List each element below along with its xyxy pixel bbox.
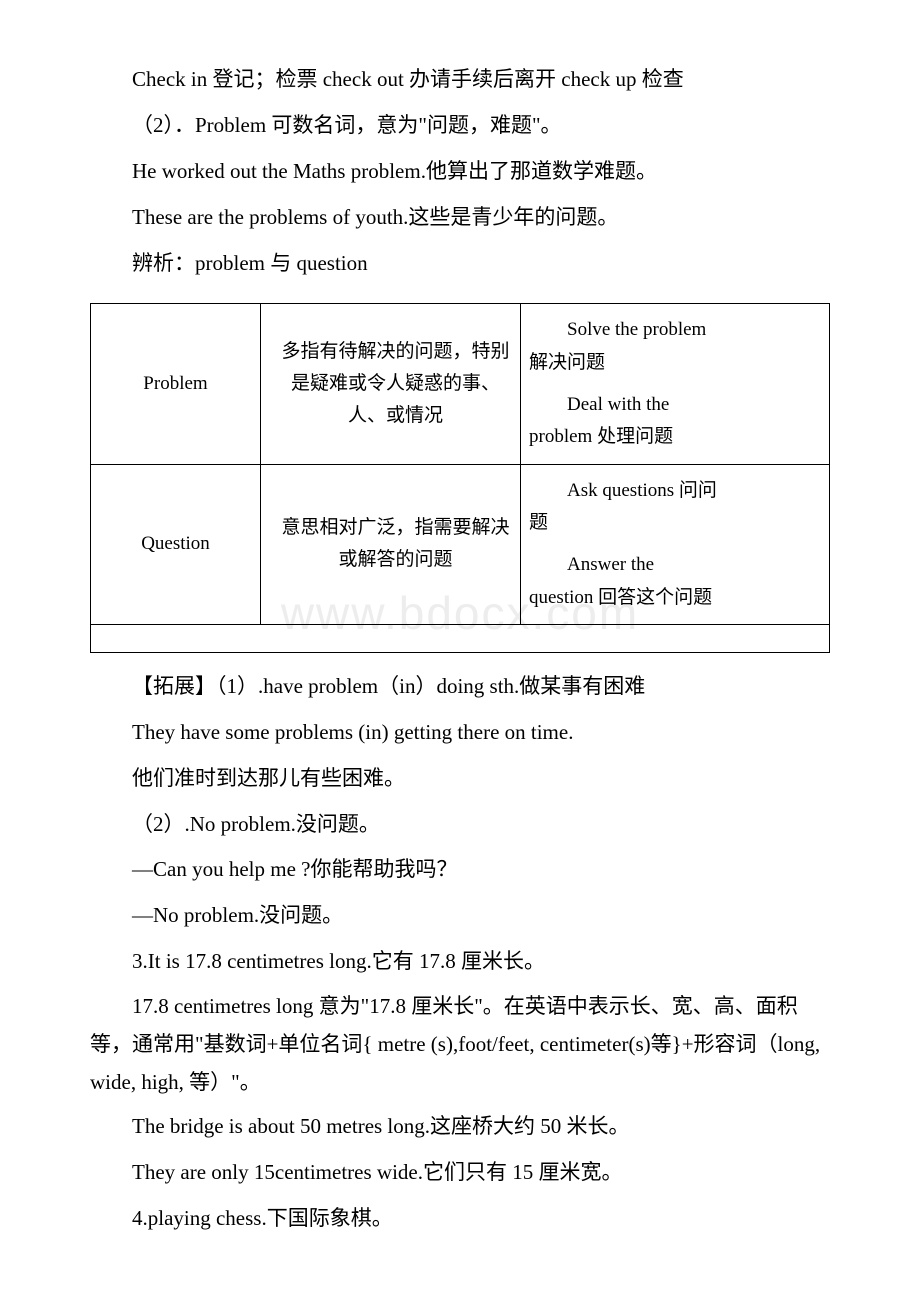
- paragraph: They are only 15centimetres wide.它们只有 15…: [90, 1153, 830, 1193]
- comparison-table: Problem 多指有待解决的问题，特别是疑难或令人疑惑的事、人、或情况 Sol…: [90, 303, 830, 652]
- paragraph: He worked out the Maths problem.他算出了那道数学…: [90, 152, 830, 192]
- document-content: Check in 登记；检票 check out 办请手续后离开 check u…: [90, 60, 830, 1239]
- table-cell-empty: [91, 624, 830, 652]
- paragraph-multiline: 17.8 centimetres long 意为"17.8 厘米长"。在英语中表…: [90, 988, 830, 1101]
- cell-line: Deal with the: [529, 389, 821, 421]
- table-row: [91, 624, 830, 652]
- paragraph: （2）.No problem.没问题。: [90, 805, 830, 845]
- paragraph: （2）．Problem 可数名词，意为"问题，难题"。: [90, 106, 830, 146]
- paragraph: 【拓展】（1）.have problem（in）doing sth.做某事有困难: [90, 667, 830, 707]
- table-cell: 多指有待解决的问题，特别是疑难或令人疑惑的事、人、或情况: [261, 304, 521, 464]
- paragraph: These are the problems of youth.这些是青少年的问…: [90, 198, 830, 238]
- cell-line: question 回答这个问题: [529, 582, 821, 614]
- paragraph: 他们准时到达那儿有些困难。: [90, 759, 830, 799]
- paragraph: —Can you help me ?你能帮助我吗？: [90, 850, 830, 890]
- cell-line: 题: [529, 507, 821, 539]
- paragraph: They have some problems (in) getting the…: [90, 713, 830, 753]
- table-cell: Ask questions 问问 题 Answer the question 回…: [521, 464, 830, 624]
- paragraph-text: 17.8 centimetres long 意为"17.8 厘米长"。在英语中表…: [90, 988, 830, 1101]
- cell-line: Answer the: [529, 549, 821, 581]
- cell-line: 解决问题: [529, 347, 821, 379]
- table-cell: Solve the problem 解决问题 Deal with the pro…: [521, 304, 830, 464]
- cell-line: Ask questions 问问: [529, 475, 821, 507]
- table-cell: Question: [91, 464, 261, 624]
- cell-line: problem 处理问题: [529, 421, 821, 453]
- paragraph: The bridge is about 50 metres long.这座桥大约…: [90, 1107, 830, 1147]
- table-row: Question 意思相对广泛，指需要解决或解答的问题 Ask question…: [91, 464, 830, 624]
- paragraph: Check in 登记；检票 check out 办请手续后离开 check u…: [90, 60, 830, 100]
- paragraph: —No problem.没问题。: [90, 896, 830, 936]
- paragraph: 3.It is 17.8 centimetres long.它有 17.8 厘米…: [90, 942, 830, 982]
- table-cell: Problem: [91, 304, 261, 464]
- cell-line: Solve the problem: [529, 314, 821, 346]
- paragraph: 4.playing chess.下国际象棋。: [90, 1199, 830, 1239]
- paragraph: 辨析：problem 与 question: [90, 244, 830, 284]
- table-cell: 意思相对广泛，指需要解决或解答的问题: [261, 464, 521, 624]
- table-row: Problem 多指有待解决的问题，特别是疑难或令人疑惑的事、人、或情况 Sol…: [91, 304, 830, 464]
